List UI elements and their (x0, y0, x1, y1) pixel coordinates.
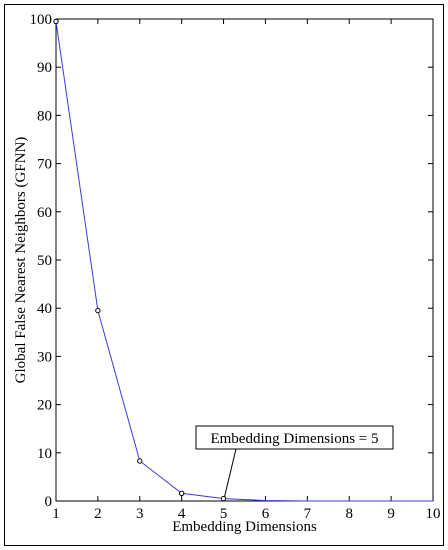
x-tick-label: 10 (426, 506, 441, 522)
x-tick-label: 7 (304, 506, 312, 522)
y-tick-label: 0 (45, 494, 53, 510)
x-axis-ticks: 1 2 3 4 5 6 7 8 9 10 (52, 19, 441, 522)
series-layer (53, 18, 433, 502)
x-axis-label: Embedding Dimensions (172, 519, 317, 535)
series-line (55, 21, 433, 502)
y-tick-label: 10 (37, 446, 52, 462)
data-point (178, 490, 185, 496)
x-tick-label: 3 (136, 506, 144, 522)
annotation-arrow (224, 448, 237, 497)
y-axis-ticks: 0 10 20 30 40 50 60 70 80 90 100 (30, 12, 433, 510)
x-tick-label: 9 (387, 506, 395, 522)
x-tick-label: 4 (178, 506, 186, 522)
y-tick-label: 70 (37, 157, 52, 173)
figure-frame (4, 4, 444, 546)
y-tick-label: 80 (37, 108, 52, 124)
annotation-box (195, 425, 394, 450)
y-tick-label: 30 (37, 349, 52, 365)
annotation-text: Embedding Dimensions = 5 (210, 431, 378, 447)
x-tick-label: 5 (220, 506, 228, 522)
y-tick-label: 50 (37, 253, 52, 269)
annotation-layer: Embedding Dimensions = 5 (195, 425, 394, 497)
y-tick-label: 60 (37, 205, 52, 221)
data-point (53, 18, 59, 25)
data-point (137, 458, 143, 464)
x-tick-label: 1 (52, 506, 60, 522)
y-axis-label: Global False Nearest Neighbors (GFNN) (13, 137, 29, 384)
y-tick-label: 20 (37, 398, 52, 414)
x-tick-label: 2 (94, 506, 102, 522)
y-tick-label: 100 (30, 12, 53, 28)
x-tick-label: 6 (262, 506, 270, 522)
data-point (220, 495, 227, 502)
y-tick-label: 40 (37, 301, 52, 317)
x-tick-label: 8 (345, 506, 353, 522)
y-tick-label: 90 (37, 60, 52, 76)
data-point (95, 307, 101, 314)
plot-area (55, 18, 434, 502)
